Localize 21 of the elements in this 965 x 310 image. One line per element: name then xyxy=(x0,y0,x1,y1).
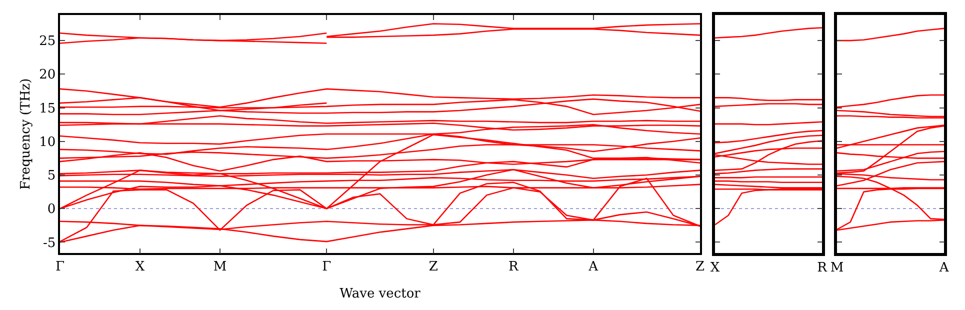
y-axis-title: Frequency (THz) xyxy=(18,78,34,190)
y-tick-label: 10 xyxy=(39,134,56,150)
x-tick-label: X xyxy=(710,260,720,276)
x-tick-label: A xyxy=(588,259,599,274)
x-tick-label: R xyxy=(817,260,828,276)
y-tick-label: 25 xyxy=(39,34,56,50)
x-tick-label: Z xyxy=(695,259,705,274)
x-tick-label: M xyxy=(830,260,844,276)
x-axis-title: Wave vector xyxy=(340,286,422,302)
x-tick-label: M xyxy=(213,259,227,274)
x-tick-label: A xyxy=(938,260,950,276)
y-tick-label: 0 xyxy=(47,202,56,218)
y-tick-label: -5 xyxy=(42,236,56,251)
x-tick-label: R xyxy=(508,259,520,274)
x-tick-label: X xyxy=(135,259,146,274)
x-tick-label: Γ xyxy=(55,259,65,274)
x-tick-label: Z xyxy=(428,259,438,274)
y-tick-label: 15 xyxy=(39,101,56,116)
y-tick-label: 20 xyxy=(39,68,56,83)
x-tick-label: Γ xyxy=(322,259,332,274)
y-tick-label: 5 xyxy=(47,168,56,184)
